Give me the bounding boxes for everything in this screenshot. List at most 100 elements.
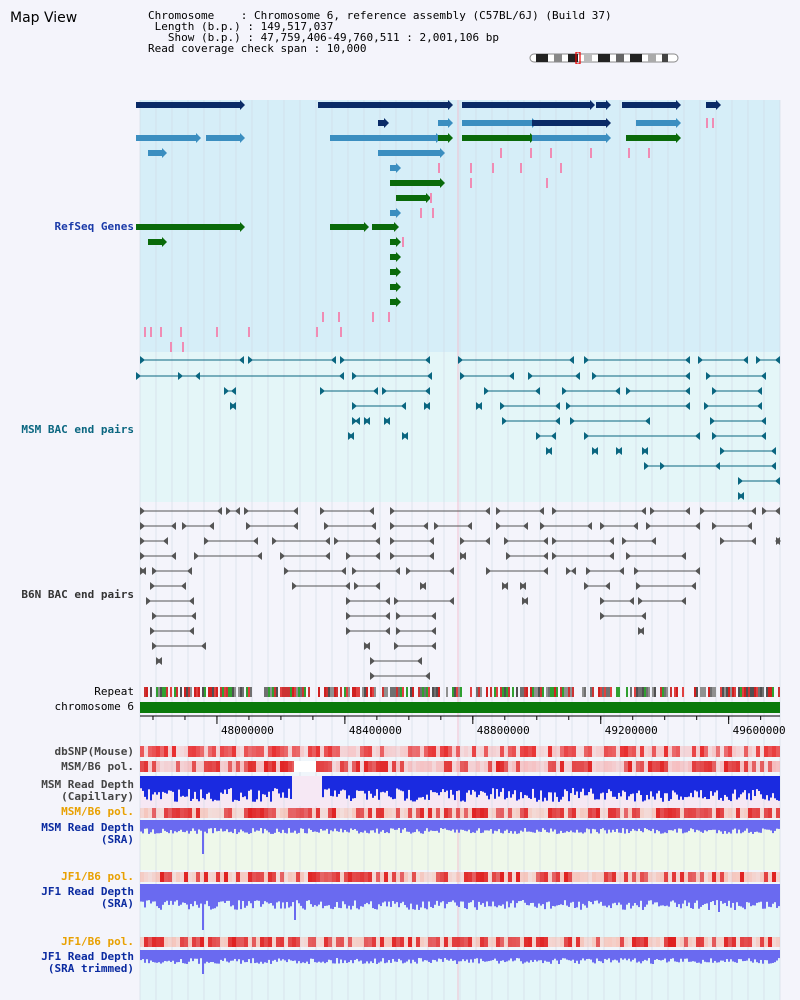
msm-b6-pol-strip <box>436 808 440 818</box>
jf1-b6-pol-strip <box>596 937 600 947</box>
msm-bac-end <box>339 372 344 380</box>
msm-sra-depth-bar <box>770 820 772 831</box>
msm-bac-end <box>566 402 571 410</box>
msm-b6-pol-strip <box>764 761 768 772</box>
jf1-trim-depth-bar <box>280 950 282 961</box>
jf1-trim-depth-bar <box>594 950 596 964</box>
jf1-b6-pol-strip <box>476 872 480 882</box>
msm-capillary-depth-bar <box>424 776 426 800</box>
jf1-sra-depth-bar <box>290 884 292 907</box>
jf1-trim-depth-bar <box>262 950 264 964</box>
track-label-msm-bac[interactable]: MSM BAC end pairs <box>21 423 134 436</box>
msm-sra-depth-bar <box>680 820 682 829</box>
msm-capillary-depth-bar <box>246 776 248 800</box>
jf1-sra-depth-bar <box>308 884 310 901</box>
msm-sra-depth-bar <box>488 820 490 831</box>
jf1-trim-depth-bar <box>334 950 336 964</box>
dbsnp-strip <box>648 746 652 757</box>
msm-b6-pol-strip <box>392 808 396 818</box>
msm-capillary-depth-bar <box>220 776 222 793</box>
dbsnp-strip <box>672 746 676 757</box>
msm-bac-end <box>425 356 430 364</box>
jf1-trim-depth-bar <box>696 950 698 963</box>
jf1-b6-pol-strip <box>288 872 292 882</box>
jf1-sra-depth-bar <box>180 884 182 905</box>
msm-sra-depth-bar <box>480 820 482 834</box>
msm-sra-depth-bar <box>752 820 754 834</box>
dbsnp-strip <box>544 746 548 757</box>
dbsnp-strip <box>268 746 272 757</box>
jf1-trim-depth-bar <box>750 950 752 962</box>
msm-sra-depth-bar <box>510 820 512 832</box>
jf1-trim-depth-bar <box>402 950 404 964</box>
jf1-sra-depth-bar <box>622 884 624 910</box>
msm-capillary-depth-bar <box>704 776 706 797</box>
jf1-b6-pol-strip <box>524 937 528 947</box>
msm-capillary-depth-bar <box>554 776 556 793</box>
jf1-b6-pol-strip <box>444 937 448 947</box>
track-label-refseq-genes[interactable]: RefSeq Genes <box>54 220 134 233</box>
msm-capillary-depth-bar <box>478 776 480 795</box>
jf1-sra-depth-bar <box>518 884 520 902</box>
jf1-trim-depth-bar <box>692 950 694 962</box>
repeat-mark <box>662 687 664 697</box>
jf1-sra-depth-bar <box>698 884 700 909</box>
msm-sra-depth-bar <box>366 820 368 833</box>
dbsnp-strip <box>612 746 616 757</box>
repeat-mark <box>300 687 302 697</box>
msm-capillary-depth-bar <box>524 776 526 795</box>
msm-b6-pol-strip <box>620 808 624 818</box>
jf1-b6-pol-strip <box>568 872 572 882</box>
msm-capillary-depth-bar <box>212 776 214 802</box>
b6n-bac-end <box>571 567 576 575</box>
jf1-sra-depth-bar <box>488 884 490 907</box>
msm-b6-pol-strip <box>720 808 724 818</box>
track-label-b6n-bac[interactable]: B6N BAC end pairs <box>21 588 134 601</box>
b6n-bac-end <box>354 582 359 590</box>
msm-sra-depth-bar <box>338 820 340 832</box>
msm-capillary-depth-bar <box>650 776 652 792</box>
msm-b6-pol-strip <box>712 808 716 818</box>
repeat-mark <box>742 687 744 697</box>
jf1-b6-pol-strip <box>244 937 248 947</box>
msm-bac-end <box>695 432 700 440</box>
repeat-mark <box>412 687 414 697</box>
refseq-gene <box>330 224 364 230</box>
repeat-mark <box>458 687 460 697</box>
jf1-trim-depth-bar <box>588 950 590 959</box>
dbsnp-strip <box>548 746 552 757</box>
jf1-sra-depth-bar <box>364 884 366 905</box>
jf1-sra-depth-bar <box>520 884 522 901</box>
b6n-bac-end <box>235 507 240 515</box>
jf1-b6-pol-strip <box>252 872 256 882</box>
msm-sra-depth-bar <box>422 820 424 834</box>
jf1-b6-pol-strip <box>696 937 700 947</box>
msm-sra-depth-bar <box>140 820 142 832</box>
msm-b6-pol-strip <box>692 808 696 818</box>
msm-b6-pol-strip <box>760 761 764 772</box>
b6n-bac-end <box>284 567 289 575</box>
jf1-trim-depth-bar <box>516 950 518 959</box>
msm-capillary-depth-bar <box>194 776 196 792</box>
jf1-b6-pol-strip <box>304 937 308 947</box>
msm-capillary-depth-bar <box>614 776 616 797</box>
jf1-sra-depth-bar <box>190 884 192 904</box>
msm-b6-pol-strip <box>764 808 768 818</box>
dbsnp-strip <box>324 746 328 757</box>
jf1-trim-depth-bar <box>388 950 390 961</box>
jf1-sra-depth-bar <box>614 884 616 903</box>
msm-b6-pol-strip <box>656 761 660 772</box>
chromosome-ideogram[interactable] <box>528 52 680 64</box>
msm-bac-end <box>352 372 357 380</box>
jf1-sra-depth-bar <box>550 884 552 909</box>
jf1-b6-pol-strip <box>296 872 300 882</box>
msm-sra-depth-bar <box>370 820 372 831</box>
msm-sra-depth-bar <box>216 820 218 832</box>
repeat-mark <box>356 687 358 697</box>
msm-sra-depth-bar <box>632 820 634 829</box>
msm-b6-pol-strip <box>220 808 224 818</box>
jf1-b6-pol-strip <box>292 872 296 882</box>
msm-sra-depth-bar <box>202 820 204 854</box>
jf1-trim-depth-bar <box>216 950 218 964</box>
